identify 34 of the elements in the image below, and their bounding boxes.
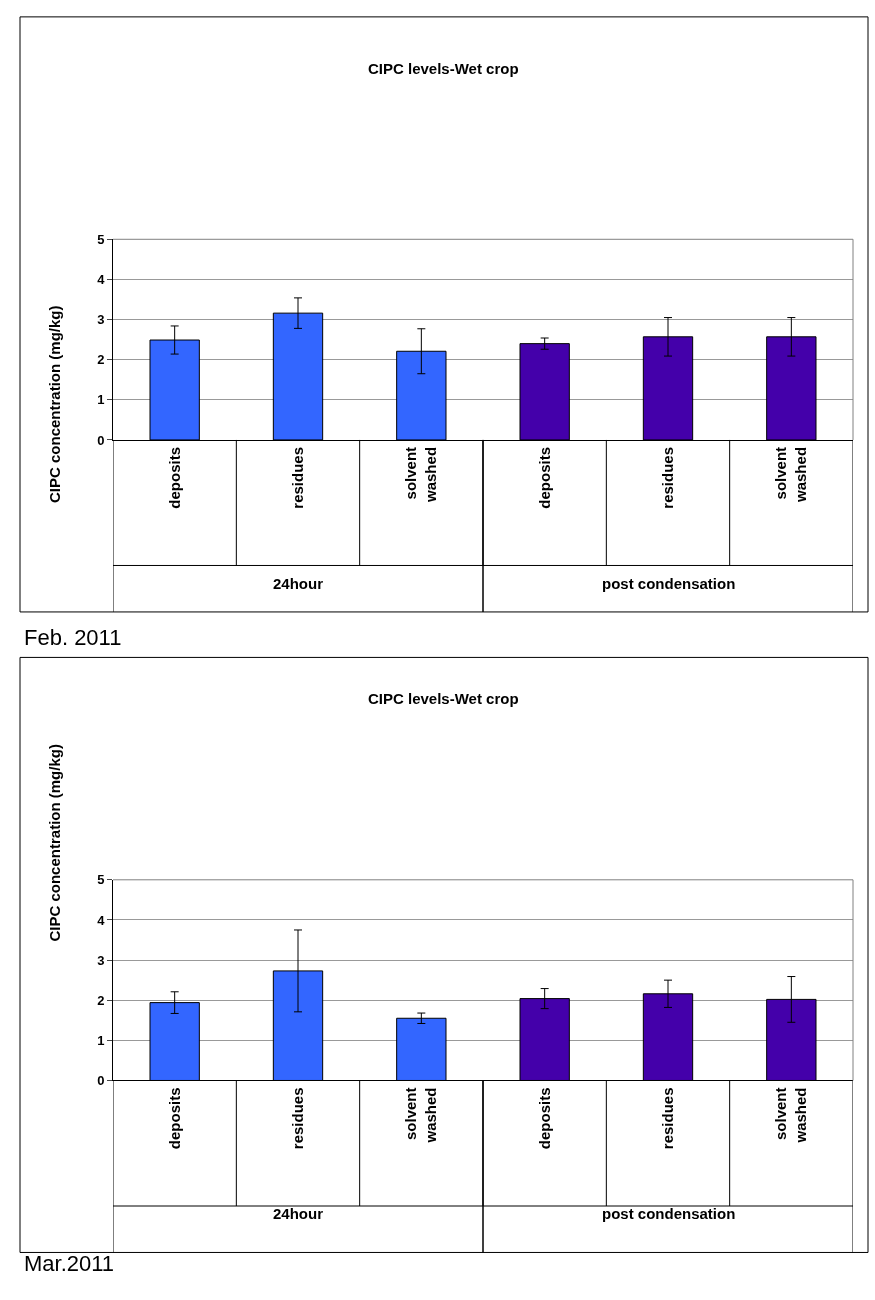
x-tick-label: solvent washed bbox=[772, 1087, 809, 1144]
x-tick-label: residues bbox=[288, 446, 306, 509]
chart-title: CIPC levels-Wet crop bbox=[368, 690, 519, 707]
text: post condensation bbox=[602, 575, 736, 592]
y-tick-label: 1 bbox=[97, 392, 105, 408]
x-tick-label: deposits bbox=[535, 446, 553, 509]
y-tick-label: 1 bbox=[97, 1032, 105, 1048]
y-tick-label: 5 bbox=[97, 872, 105, 888]
text: 24hour bbox=[273, 575, 324, 592]
y-axis-title: CIPC concentration (mg/kg) bbox=[46, 744, 64, 942]
text: 24hour bbox=[273, 1205, 324, 1222]
x-tick-label: residues bbox=[658, 1087, 676, 1150]
x-tick-label: solvent washed bbox=[402, 446, 439, 503]
text: post condensation bbox=[602, 1205, 736, 1222]
x-tick-label: solvent washed bbox=[772, 446, 809, 503]
y-tick-label: 2 bbox=[97, 352, 105, 368]
y-tick-label: 5 bbox=[97, 231, 105, 247]
y-tick-label: 3 bbox=[97, 952, 105, 968]
x-tick-label: solvent washed bbox=[402, 1087, 439, 1144]
x-tick-label: residues bbox=[288, 1087, 306, 1150]
y-tick-label: 2 bbox=[97, 992, 105, 1008]
x-tick-label: deposits bbox=[165, 446, 183, 509]
x-tick-label: deposits bbox=[165, 1087, 183, 1150]
x-tick-label: residues bbox=[658, 446, 676, 509]
chart-title: CIPC levels-Wet crop bbox=[368, 60, 519, 77]
y-tick-label: 0 bbox=[97, 432, 105, 448]
y-tick-label: 4 bbox=[97, 912, 106, 928]
text: Mar.2011 bbox=[24, 1251, 115, 1276]
y-axis-title: CIPC concentration (mg/kg) bbox=[45, 305, 63, 504]
y-tick-label: 3 bbox=[97, 312, 105, 328]
x-tick-label: deposits bbox=[535, 1087, 553, 1150]
text: Feb. 2011 bbox=[24, 625, 122, 650]
y-tick-label: 4 bbox=[97, 271, 106, 287]
y-tick-label: 0 bbox=[97, 1073, 105, 1089]
